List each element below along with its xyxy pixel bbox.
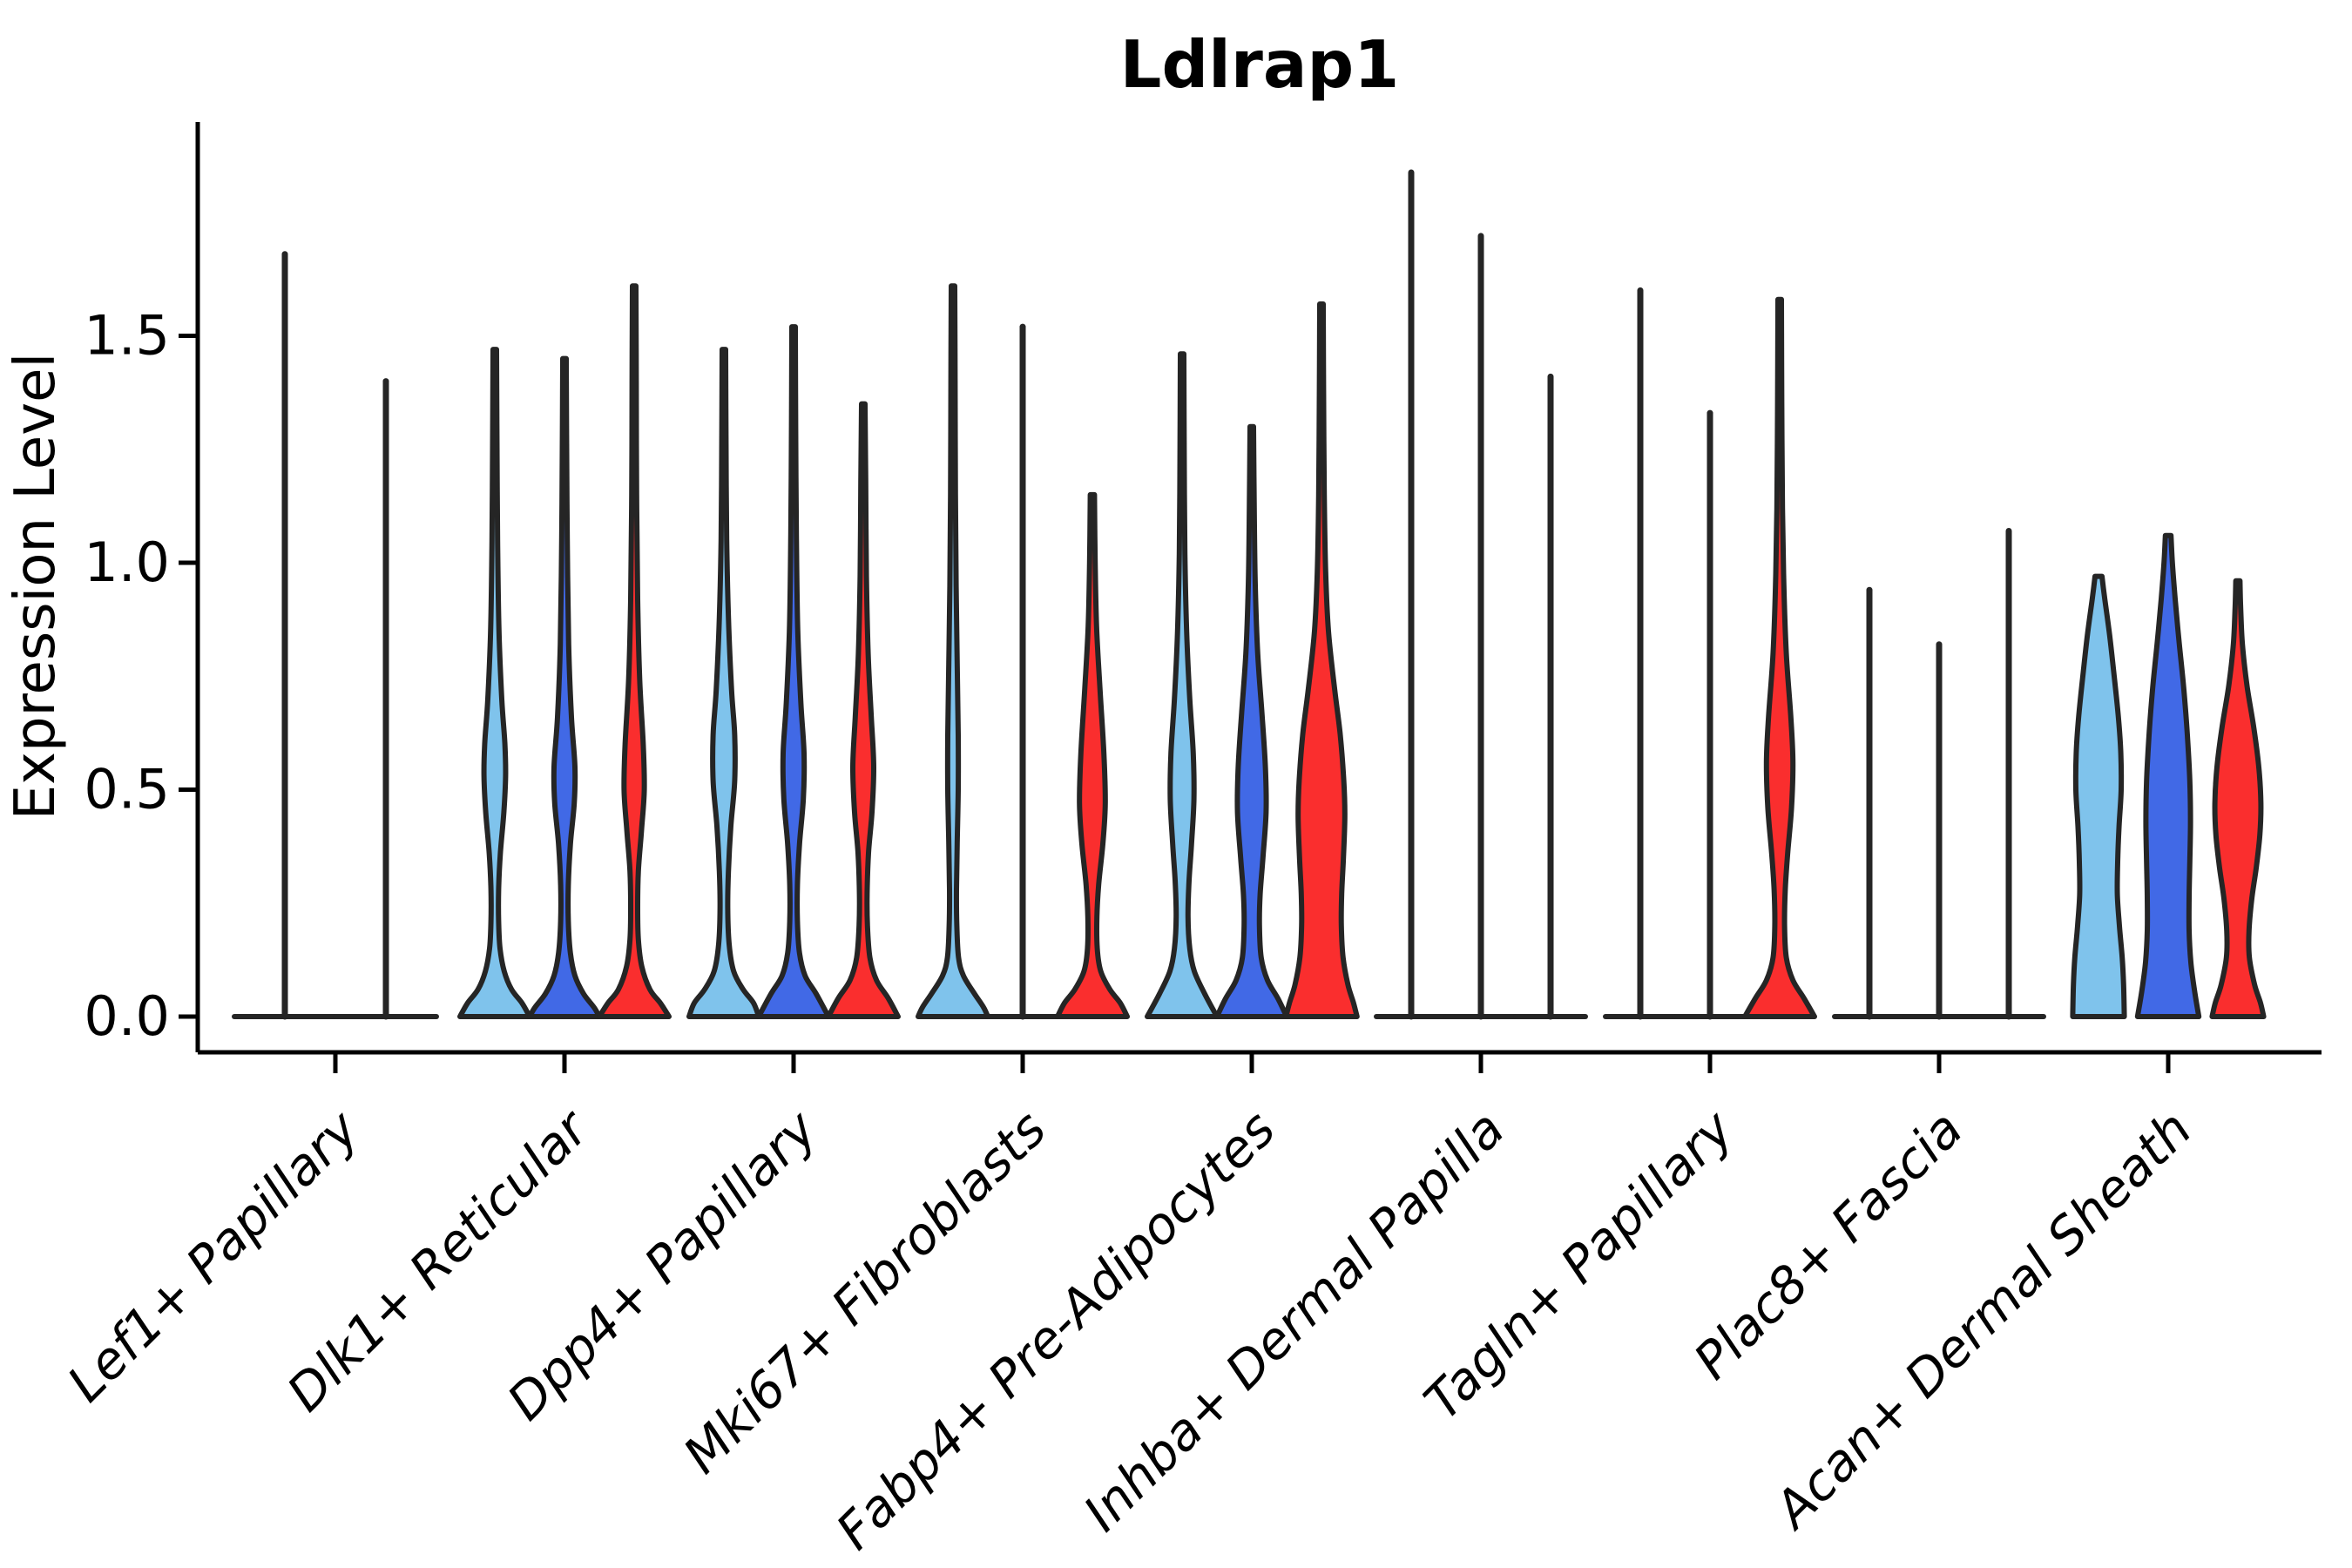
y-axis-label: Expression Level [3, 353, 68, 821]
x-tick-label: Fabp4+ Pre-Adipocytes [825, 1099, 1287, 1561]
violin-cond3 [826, 401, 901, 1019]
violin-cond2 [756, 324, 831, 1019]
violin-cond1 [916, 283, 990, 1019]
violin-cond1 [686, 347, 761, 1019]
violin-cond1 [2070, 573, 2127, 1019]
violin-cond1 [457, 347, 532, 1019]
axes-group [179, 122, 2322, 1073]
violin-cond3 [597, 283, 672, 1019]
y-tick-label: 1.5 [84, 304, 170, 368]
violin-cond2 [2134, 532, 2202, 1019]
y-tick-label: 1.0 [84, 531, 170, 594]
violin-cond3 [2209, 578, 2267, 1019]
violin-cond3 [1283, 301, 1360, 1019]
x-tick-label: Acan+ Dermal Sheath [1761, 1099, 2203, 1542]
violin-cond2 [527, 355, 602, 1019]
violin-cond3 [1742, 296, 1817, 1019]
y-tick-label: 0.5 [84, 758, 170, 821]
chart-title: Ldlrap1 [1120, 26, 1400, 103]
x-tick-label: Inhba+ Dermal Papilla [1072, 1099, 1516, 1543]
violins-group [232, 169, 2267, 1020]
y-tick-label: 0.0 [84, 984, 170, 1048]
violin-cond1 [1145, 351, 1220, 1019]
violin-cond3 [1055, 491, 1130, 1019]
violin-cond2 [1214, 423, 1289, 1019]
